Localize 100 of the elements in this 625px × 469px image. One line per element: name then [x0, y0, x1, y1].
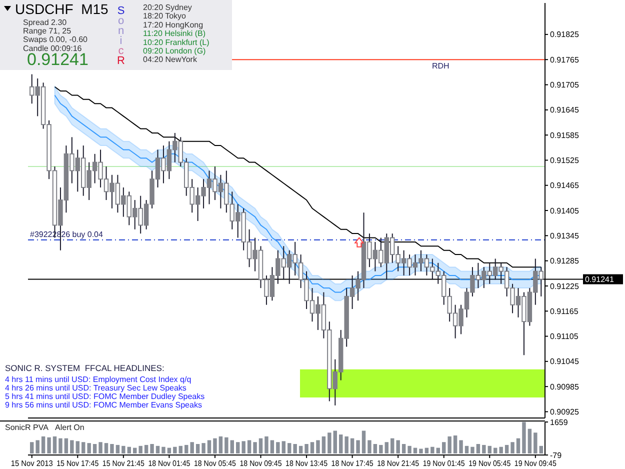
- bar: [534, 432, 538, 454]
- bar: [344, 436, 348, 454]
- bar: [316, 440, 320, 454]
- bar: [173, 446, 177, 454]
- ref-line-label: RDH: [432, 62, 450, 71]
- bar: [190, 442, 194, 454]
- annotation: 20:20 Sydney: [143, 3, 192, 12]
- bar: [52, 436, 57, 454]
- bar: [373, 444, 378, 454]
- bar: [339, 434, 343, 454]
- bar: [236, 442, 240, 454]
- bar: [98, 442, 102, 454]
- bar: [110, 444, 114, 454]
- bar: [368, 440, 372, 454]
- bar: [184, 444, 188, 454]
- bar: [270, 440, 274, 454]
- bar: [64, 438, 68, 454]
- bar: [430, 446, 434, 454]
- bar: [156, 446, 160, 454]
- bar: [356, 440, 360, 454]
- annotation: 09:20 London (G): [143, 46, 206, 56]
- bar: [304, 444, 308, 454]
- bar: [150, 444, 154, 454]
- bar: [162, 446, 166, 454]
- bar: [247, 440, 252, 454]
- bar: [207, 440, 212, 454]
- annotation: 9 hrs 56 mins until USD: FOMC Member Evans Speaks: [5, 400, 202, 410]
- bar: [390, 438, 394, 454]
- y-tick-label: 0.91405: [550, 206, 580, 216]
- annotation: Alert On: [55, 423, 84, 432]
- bar: [41, 436, 46, 454]
- annotation: Range 71, 25: [23, 26, 72, 36]
- annotation: 18:20 Tokyo: [143, 12, 187, 21]
- bar: [310, 442, 314, 454]
- bar: [362, 430, 366, 454]
- bar: [58, 438, 62, 454]
- y-tick-label: 0.91345: [550, 231, 580, 240]
- bar: [224, 437, 228, 454]
- y-tick-label: 0.91285: [550, 256, 580, 266]
- x-tick-label: 15 Nov 2013: [10, 459, 56, 468]
- annotation: Candle 00:09:16: [23, 44, 82, 53]
- bar: [276, 442, 280, 454]
- y-tick-label: 0.91705: [550, 80, 580, 90]
- bar: [127, 446, 131, 454]
- x-tick-label: 18 Nov 17:45: [331, 459, 379, 468]
- bar: [516, 438, 520, 454]
- bar: [494, 448, 498, 454]
- bar: [122, 446, 126, 454]
- bar: [413, 448, 418, 454]
- y-tick-label: 1659: [550, 418, 568, 427]
- annotation: SonicR PVA: [5, 423, 50, 432]
- bar: [476, 444, 480, 454]
- bar: [144, 444, 148, 454]
- annotation: 04:20 NewYork: [143, 55, 198, 64]
- bar: [482, 444, 486, 454]
- chart-title: USDCHF M15: [15, 1, 109, 17]
- bar: [528, 428, 532, 454]
- bar: [70, 440, 74, 454]
- bar: [298, 446, 303, 454]
- bar: [402, 444, 406, 454]
- bar: [504, 444, 509, 454]
- bar: [230, 440, 234, 454]
- bar: [333, 430, 337, 454]
- bar: [464, 446, 469, 454]
- bar: [30, 442, 34, 454]
- bar: [258, 438, 263, 454]
- annotation: 17:20 HongKong: [143, 20, 204, 30]
- annotation: 4 hrs 26 mins until USD: Treasury Sec Lew Speaks: [5, 384, 186, 392]
- x-tick-label: 18 Nov 01:45: [148, 459, 196, 468]
- bar: [87, 443, 91, 454]
- bar: [92, 444, 97, 454]
- bar: [442, 442, 446, 454]
- bar: [293, 444, 297, 454]
- y-tick-label: -79: [550, 450, 562, 460]
- bar: [282, 441, 286, 454]
- bar: [379, 444, 383, 454]
- annotation: 5 hrs 41 mins until USD: FOMC Member Dudley Speaks: [5, 392, 205, 401]
- y-tick-label: 0.91225: [550, 282, 580, 291]
- bar: [264, 436, 268, 454]
- bar: [288, 443, 292, 454]
- y-tick-label: 0.91525: [550, 156, 580, 165]
- annotation: SONIC R. SYSTEM FFCAL HEADLINES:: [5, 363, 164, 373]
- bar: [384, 442, 388, 454]
- bar: [82, 442, 86, 454]
- y-tick-label: 0.91165: [550, 306, 579, 316]
- bar: [350, 438, 354, 454]
- bar: [448, 436, 452, 454]
- bar: [436, 448, 440, 454]
- annotation: Spread 2.30: [23, 18, 68, 27]
- annotation: Swaps 0.00, -0.60: [23, 35, 88, 44]
- bar: [453, 435, 458, 454]
- bar: [488, 446, 492, 454]
- y-tick-label: 0.91105: [550, 332, 579, 342]
- y-tick-label: 0.91585: [550, 130, 580, 140]
- ref-line-label: 0.91241: [585, 275, 614, 284]
- bar: [459, 440, 463, 454]
- bar: [178, 446, 182, 454]
- bar: [167, 448, 172, 454]
- annotation: 11:20 Helsinki (B): [143, 29, 206, 38]
- bar: [47, 437, 51, 454]
